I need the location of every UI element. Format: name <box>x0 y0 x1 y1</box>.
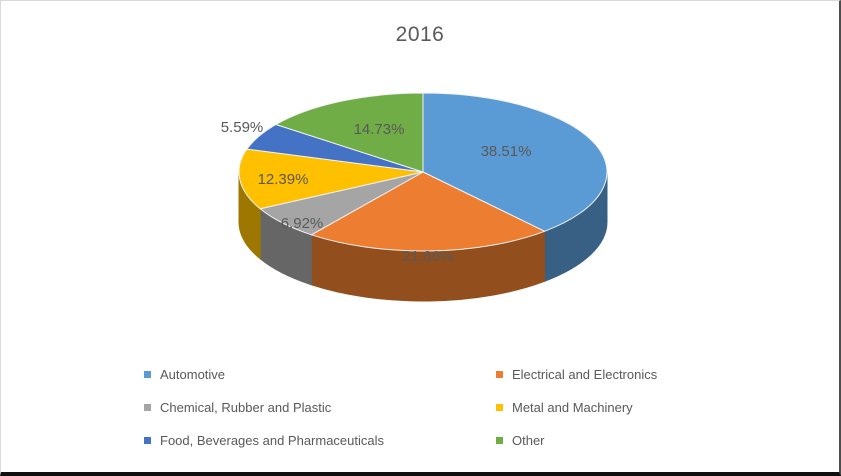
pie-chart: 38.51% 21.86% 6.92% 12.39% 5.59% 14.73% <box>221 92 608 302</box>
data-label-food-beverages-and-pharmaceuticals: 5.59% <box>221 119 264 136</box>
legend-swatch-icon <box>144 404 151 411</box>
data-label-chemical-rubber-and-plastic: 6.92% <box>281 215 324 232</box>
legend-item-chemical-rubber-and-plastic: Chemical, Rubber and Plastic <box>144 400 496 415</box>
legend-swatch-icon <box>144 437 151 444</box>
pie-slice-other <box>275 92 424 173</box>
legend-item-food-beverages-and-pharmaceuticals: Food, Beverages and Pharmaceuticals <box>144 433 496 448</box>
legend-item-other: Other <box>496 433 804 448</box>
pie-slice-automotive <box>422 92 608 232</box>
legend-label: Metal and Machinery <box>512 400 633 415</box>
legend-swatch-icon <box>496 437 503 444</box>
legend-swatch-icon <box>496 404 503 411</box>
pie-data-labels: 38.51% 21.86% 6.92% 12.39% 5.59% 14.73% <box>221 119 532 265</box>
pie-slice-electrical-and-electronics <box>310 171 546 252</box>
legend-label: Chemical, Rubber and Plastic <box>160 400 332 415</box>
legend-swatch-icon <box>144 371 151 378</box>
pie-slice-metal-and-machinery <box>238 148 424 210</box>
pie-top-faces <box>238 92 608 252</box>
legend-label: Automotive <box>160 367 226 382</box>
legend-label: Other <box>512 433 545 448</box>
data-label-metal-and-machinery: 12.39% <box>258 171 309 188</box>
chart-title: 2016 <box>395 23 445 46</box>
legend-label: Food, Beverages and Pharmaceuticals <box>160 433 385 448</box>
legend-item-metal-and-machinery: Metal and Machinery <box>496 400 804 415</box>
data-label-automotive: 38.51% <box>481 143 532 160</box>
chart-legend: Automotive Electrical and Electronics Chem… <box>144 367 804 448</box>
legend-swatch-icon <box>496 371 503 378</box>
data-label-electrical-and-electronics: 21.86% <box>403 248 454 265</box>
legend-item-automotive: Automotive <box>144 367 496 382</box>
legend-label: Electrical and Electronics <box>512 367 658 382</box>
data-label-other: 14.73% <box>354 121 405 138</box>
legend-item-electrical-and-electronics: Electrical and Electronics <box>496 367 804 382</box>
